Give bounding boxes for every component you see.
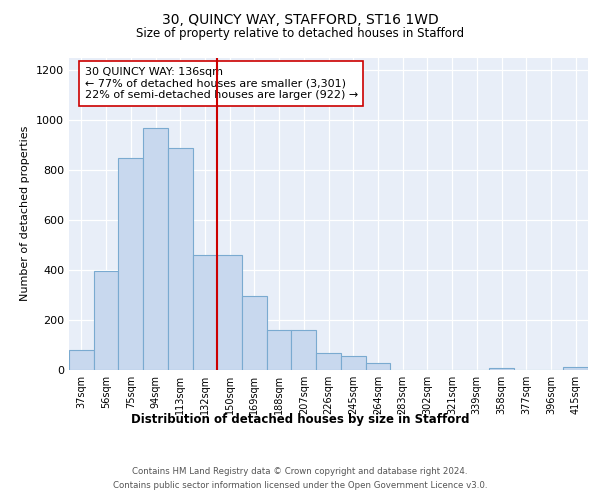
Bar [217,255,242,370]
Text: 30, QUINCY WAY, STAFFORD, ST16 1WD: 30, QUINCY WAY, STAFFORD, ST16 1WD [161,12,439,26]
Bar [563,367,588,370]
Text: Size of property relative to detached houses in Stafford: Size of property relative to detached ho… [136,28,464,40]
Bar [143,128,168,370]
Bar [365,362,390,370]
Bar [193,255,217,370]
Text: Contains public sector information licensed under the Open Government Licence v3: Contains public sector information licen… [113,481,487,490]
Text: Contains HM Land Registry data © Crown copyright and database right 2024.: Contains HM Land Registry data © Crown c… [132,468,468,476]
Y-axis label: Number of detached properties: Number of detached properties [20,126,31,302]
Bar [341,356,365,370]
Text: Distribution of detached houses by size in Stafford: Distribution of detached houses by size … [131,412,469,426]
Bar [267,330,292,370]
Bar [242,296,267,370]
Bar [316,352,341,370]
Bar [118,158,143,370]
Bar [292,330,316,370]
Bar [94,271,118,370]
Bar [489,368,514,370]
Text: 30 QUINCY WAY: 136sqm
← 77% of detached houses are smaller (3,301)
22% of semi-d: 30 QUINCY WAY: 136sqm ← 77% of detached … [85,67,358,100]
Bar [69,350,94,370]
Bar [168,148,193,370]
